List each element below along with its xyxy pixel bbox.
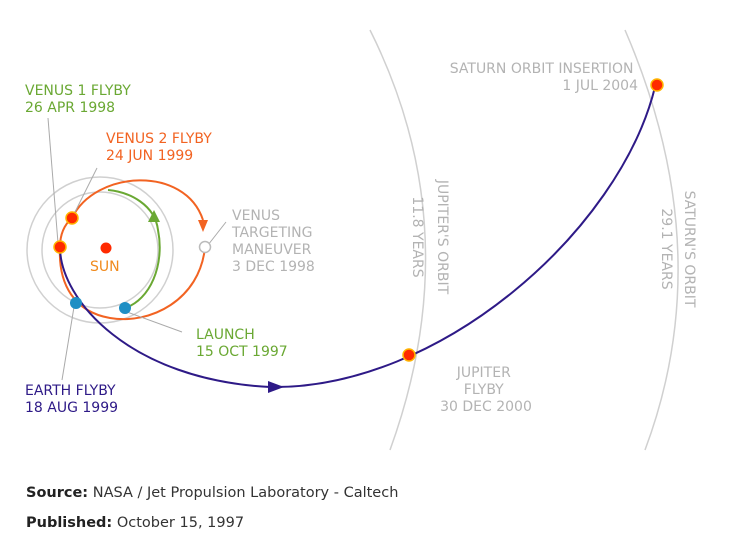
arrow-purple-icon [268,381,284,393]
venus2-flyby-marker [65,211,79,225]
published-value: October 15, 1997 [116,515,245,531]
leader-venus2 [73,167,98,215]
cassini-trajectory-diagram: VENUS 1 FLYBY 26 APR 1998 VENUS 2 FLYBY … [25,29,697,451]
leader-venus1 [47,117,59,244]
trajectory-to-venus1 [58,246,206,321]
venus-targeting-marker [198,240,212,254]
leader-targeting [207,221,227,246]
venus-orbit [41,191,159,309]
saturn-insertion-marker [650,78,664,92]
launch-marker [119,302,131,314]
published-label: Published: [26,515,113,531]
sun-label: SUN [90,259,120,275]
earth-flyby-label: EARTH FLYBY 18 AUG 1999 [25,383,120,416]
published-credit: Published: October 15, 1997 [26,515,244,531]
arrow-green-icon [148,210,160,222]
jupiter-orbit-arc [369,29,427,451]
sun-marker [100,242,112,254]
saturn-orbit-label: SATURN'S ORBIT [681,191,697,308]
jupiter-orbit-period: 11.8 YEARS [409,196,425,277]
earth-orbit [26,176,174,324]
trajectory-launch-arc [107,189,161,309]
source-credit: Source: NASA / Jet Propulsion Laboratory… [26,485,398,501]
trajectory-earth-to-saturn [59,86,656,389]
venus2-label: VENUS 2 FLYBY 24 JUN 1999 [106,131,216,164]
saturn-insertion-label: SATURN ORBIT INSERTION 1 JUL 2004 [450,61,638,94]
jupiter-flyby-marker [402,348,416,362]
arrow-orange-icon [198,220,208,232]
leader-earth-flyby [61,306,75,381]
trajectory-venus-loop [71,179,204,221]
saturn-orbit-arc [624,29,679,451]
earth-flyby-marker [70,297,82,309]
jupiter-orbit-label: JUPITER'S ORBIT [434,179,450,295]
launch-label: LAUNCH 15 OCT 1997 [196,327,288,360]
saturn-orbit-period: 29.1 YEARS [658,208,674,289]
venus1-flyby-marker [53,240,67,254]
venus-targeting-label: VENUS TARGETING MANEUVER 3 DEC 1998 [231,208,317,275]
jupiter-flyby-label: JUPITER FLYBY 30 DEC 2000 [440,365,532,415]
source-label: Source: [26,485,89,501]
venus1-label: VENUS 1 FLYBY 26 APR 1998 [25,83,135,116]
leader-launch [126,311,183,333]
source-value: NASA / Jet Propulsion Laboratory - Calte… [92,485,399,501]
